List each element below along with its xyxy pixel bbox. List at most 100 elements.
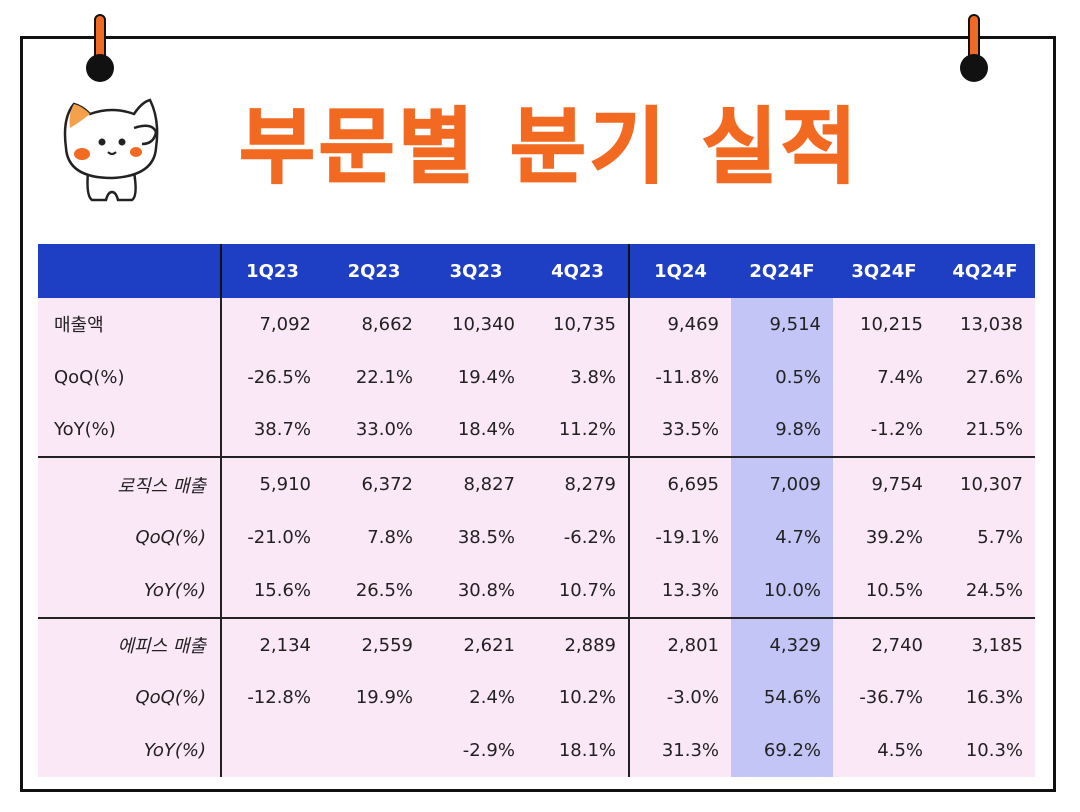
value-cell: 2,801 — [629, 616, 731, 672]
table-row: QoQ(%) -26.5% 22.1% 19.4% 3.8% -11.8% 0.5% 7.4%… — [38, 350, 1035, 404]
table-row: YoY(%) -2.9% 18.1% 31.3% 69.2% 4.5% 10.3% — [38, 724, 1035, 778]
value-cell: 15.6% — [221, 563, 323, 618]
value-cell: 39.2% — [833, 511, 935, 564]
value-cell: 18.4% — [425, 403, 527, 458]
value-cell: -2.9% — [425, 724, 527, 778]
value-cell: 9,754 — [833, 456, 935, 512]
value-cell: -26.5% — [221, 350, 323, 404]
value-cell: 27.6% — [935, 350, 1035, 404]
value-cell: 5,910 — [221, 456, 323, 512]
value-cell: 30.8% — [425, 563, 527, 618]
value-cell: 24.5% — [935, 563, 1035, 618]
value-cell: -21.0% — [221, 511, 323, 564]
value-cell: 2,740 — [833, 616, 935, 672]
value-cell — [323, 724, 425, 778]
value-cell: 10.3% — [935, 724, 1035, 778]
row-label: 매출액 — [38, 298, 222, 351]
column-header: 1Q24 — [629, 244, 731, 298]
value-cell: 7,092 — [221, 298, 323, 351]
value-cell: -6.2% — [527, 511, 630, 564]
value-cell: 22.1% — [323, 350, 425, 404]
table-header-row: 1Q23 2Q23 3Q23 4Q23 1Q24 2Q24F 3Q24F 4Q24F — [38, 244, 1035, 298]
value-cell: 13.3% — [629, 563, 731, 618]
value-cell: 2,621 — [425, 616, 527, 672]
value-cell: 3,185 — [935, 616, 1035, 672]
pushpin-left-icon — [84, 14, 116, 84]
value-cell: 9,469 — [629, 298, 731, 351]
value-cell: 19.4% — [425, 350, 527, 404]
row-label: 에피스 매출 — [38, 616, 222, 672]
value-cell: 5.7% — [935, 511, 1035, 564]
value-cell: 7.8% — [323, 511, 425, 564]
value-cell: -11.8% — [629, 350, 731, 404]
cat-mascot-icon — [63, 98, 159, 202]
value-cell: 38.5% — [425, 511, 527, 564]
value-cell: 8,279 — [527, 456, 630, 512]
value-cell: 13,038 — [935, 298, 1035, 351]
column-header: 2Q24F — [731, 244, 833, 298]
value-cell: 33.5% — [629, 403, 731, 458]
value-cell: 9,514 — [731, 298, 833, 351]
value-cell: 16.3% — [935, 671, 1035, 725]
table-row: QoQ(%) -12.8% 19.9% 2.4% 10.2% -3.0% 54.6% -36.… — [38, 671, 1035, 725]
value-cell: 54.6% — [731, 671, 833, 725]
value-cell: 2,559 — [323, 616, 425, 672]
table-row: 매출액 7,092 8,662 10,340 10,735 9,469 9,514 10,21… — [38, 298, 1035, 351]
value-cell: 10.2% — [527, 671, 630, 725]
table-row: 에피스 매출 2,134 2,559 2,621 2,889 2,801 4,329 2,74… — [38, 616, 1035, 672]
row-label: QoQ(%) — [38, 350, 222, 404]
value-cell: 2.4% — [425, 671, 527, 725]
value-cell: 9.8% — [731, 403, 833, 458]
value-cell: 10,307 — [935, 456, 1035, 512]
column-header: 1Q23 — [221, 244, 323, 298]
value-cell: 7,009 — [731, 456, 833, 512]
value-cell: 0.5% — [731, 350, 833, 404]
value-cell: 10,340 — [425, 298, 527, 351]
value-cell: 6,695 — [629, 456, 731, 512]
value-cell: -36.7% — [833, 671, 935, 725]
quarterly-results-table: 1Q23 2Q23 3Q23 4Q23 1Q24 2Q24F 3Q24F 4Q24F 매출액 7… — [38, 244, 1035, 778]
value-cell: 7.4% — [833, 350, 935, 404]
value-cell: 4.7% — [731, 511, 833, 564]
value-cell: 3.8% — [527, 350, 630, 404]
value-cell: -12.8% — [221, 671, 323, 725]
value-cell: 38.7% — [221, 403, 323, 458]
row-label: QoQ(%) — [38, 511, 222, 564]
table-row: YoY(%) 15.6% 26.5% 30.8% 10.7% 13.3% 10.0% 10.5… — [38, 563, 1035, 618]
value-cell: 31.3% — [629, 724, 731, 778]
pushpin-right-icon — [958, 14, 990, 84]
page-title: 부문별 분기 실적 — [238, 99, 861, 196]
value-cell: 18.1% — [527, 724, 630, 778]
row-label: QoQ(%) — [38, 671, 222, 725]
column-header: 3Q23 — [425, 244, 527, 298]
row-label: YoY(%) — [38, 563, 222, 618]
value-cell: 10,215 — [833, 298, 935, 351]
value-cell: 26.5% — [323, 563, 425, 618]
value-cell: 8,827 — [425, 456, 527, 512]
value-cell: 10.7% — [527, 563, 630, 618]
value-cell: 4.5% — [833, 724, 935, 778]
row-label: YoY(%) — [38, 403, 222, 458]
table-row: 로직스 매출 5,910 6,372 8,827 8,279 6,695 7,009 9,75… — [38, 456, 1035, 512]
row-label: 로직스 매출 — [38, 456, 222, 512]
value-cell: 2,134 — [221, 616, 323, 672]
table-row: QoQ(%) -21.0% 7.8% 38.5% -6.2% -19.1% 4.7% 39.2… — [38, 511, 1035, 564]
value-cell: 33.0% — [323, 403, 425, 458]
value-cell: 11.2% — [527, 403, 630, 458]
value-cell: 10.0% — [731, 563, 833, 618]
value-cell: -3.0% — [629, 671, 731, 725]
value-cell: -19.1% — [629, 511, 731, 564]
value-cell: 8,662 — [323, 298, 425, 351]
column-header: 3Q24F — [833, 244, 935, 298]
row-label: YoY(%) — [38, 724, 222, 778]
table-row: YoY(%) 38.7% 33.0% 18.4% 11.2% 33.5% 9.8% -1.2%… — [38, 403, 1035, 458]
value-cell: 19.9% — [323, 671, 425, 725]
value-cell — [221, 724, 323, 778]
column-header: 4Q23 — [527, 244, 630, 298]
header-corner-cell — [38, 244, 222, 298]
value-cell: 21.5% — [935, 403, 1035, 458]
value-cell: 10.5% — [833, 563, 935, 618]
value-cell: -1.2% — [833, 403, 935, 458]
value-cell: 4,329 — [731, 616, 833, 672]
value-cell: 10,735 — [527, 298, 630, 351]
